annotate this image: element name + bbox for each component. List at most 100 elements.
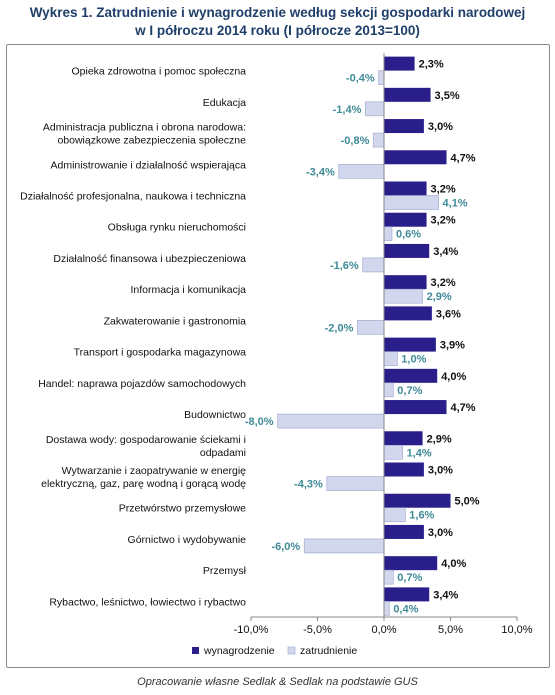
- data-label-zatrudnienie: 1,0%: [401, 354, 426, 366]
- category-label: Administrowanie i działalność wspierając…: [50, 159, 246, 171]
- data-label-zatrudnienie: -4,3%: [294, 479, 323, 491]
- data-label-wynagrodzenie: 4,7%: [451, 152, 476, 164]
- bar-wynagrodzenie: [384, 337, 436, 352]
- data-label-wynagrodzenie: 2,3%: [419, 59, 444, 71]
- data-label-wynagrodzenie: 3,2%: [431, 184, 456, 196]
- data-label-wynagrodzenie: 3,0%: [428, 527, 453, 539]
- category-label: Wytwarzanie i zaopatrywanie w energię: [62, 465, 246, 477]
- bar-zatrudnienie: [357, 320, 385, 335]
- bar-wynagrodzenie: [384, 587, 430, 602]
- category-label: Informacja i komunikacja: [130, 284, 246, 296]
- x-tick-label: -5,0%: [303, 624, 332, 636]
- chart-frame: [6, 44, 550, 668]
- data-label-wynagrodzenie: 3,2%: [431, 277, 456, 289]
- data-label-zatrudnienie: 0,4%: [393, 603, 418, 615]
- bar-wynagrodzenie: [384, 56, 415, 71]
- bar-zatrudnienie: [383, 569, 394, 585]
- category-label: Edukacja: [203, 97, 246, 109]
- data-label-zatrudnienie: -2,0%: [325, 322, 354, 334]
- bar-zatrudnienie: [383, 288, 423, 304]
- bar-zatrudnienie: [373, 132, 385, 148]
- bar-wynagrodzenie: [384, 556, 438, 571]
- bar-wynagrodzenie: [384, 462, 424, 477]
- category-label: Działalność finansowa i ubezpieczeniowa: [53, 253, 246, 265]
- bar-zatrudnienie: [338, 163, 385, 179]
- category-label: Działalność profesjonalna, naukowa i tec…: [20, 191, 246, 203]
- bar-wynagrodzenie: [384, 306, 432, 321]
- data-label-wynagrodzenie: 3,4%: [433, 589, 458, 601]
- data-label-zatrudnienie: 0,7%: [397, 572, 422, 584]
- data-label-zatrudnienie: -1,4%: [333, 104, 362, 116]
- source-note: Opracowanie własne Sedlak & Sedlak na po…: [137, 676, 418, 688]
- data-label-zatrudnienie: 1,4%: [407, 447, 432, 459]
- data-label-wynagrodzenie: 5,0%: [455, 496, 480, 508]
- bar-wynagrodzenie: [384, 493, 451, 508]
- x-tick-label: 10,0%: [501, 624, 532, 636]
- bar-zatrudnienie: [383, 226, 393, 242]
- data-label-zatrudnienie: 1,6%: [409, 510, 434, 522]
- category-label: elektryczną, gaz, parę wodną i gorącą wo…: [41, 478, 246, 490]
- category-label: Handel: naprawa pojazdów samochodowych: [38, 378, 246, 390]
- category-label: odpadami: [200, 447, 246, 459]
- legend-swatch-zatrudnienie: [287, 646, 296, 655]
- data-label-wynagrodzenie: 3,4%: [433, 246, 458, 258]
- chart-title-line-2: w I półroczu 2014 roku (I półrocze 2013=…: [135, 23, 420, 38]
- data-label-wynagrodzenie: 4,0%: [441, 371, 466, 383]
- bar-zatrudnienie: [277, 413, 385, 429]
- data-label-zatrudnienie: -3,4%: [306, 166, 335, 178]
- bar-wynagrodzenie: [384, 119, 424, 134]
- data-label-wynagrodzenie: 2,9%: [427, 433, 452, 445]
- data-label-wynagrodzenie: 3,5%: [435, 90, 460, 102]
- legend-label-zatrudnienie: zatrudnienie: [300, 645, 357, 657]
- chart-title-line-1: Wykres 1. Zatrudnienie i wynagrodzenie w…: [29, 5, 526, 20]
- bar-wynagrodzenie: [384, 431, 423, 446]
- chart-title: Wykres 1. Zatrudnienie i wynagrodzenie w…: [0, 4, 555, 40]
- category-label: Rybactwo, leśnictwo, łowiectwo i rybactw…: [49, 596, 246, 608]
- bar-wynagrodzenie: [384, 400, 447, 415]
- bar-zatrudnienie: [383, 444, 403, 460]
- data-label-zatrudnienie: -0,8%: [341, 135, 370, 147]
- bar-wynagrodzenie: [384, 150, 447, 165]
- legend-label-wynagrodzenie: wynagrodzenie: [203, 645, 275, 657]
- data-label-wynagrodzenie: 4,0%: [441, 558, 466, 570]
- bar-zatrudnienie: [362, 257, 385, 273]
- data-label-zatrudnienie: 2,9%: [427, 291, 452, 303]
- legend-swatch-wynagrodzenie: [192, 647, 199, 654]
- bar-wynagrodzenie: [384, 243, 430, 258]
- category-label: Transport i gospodarka magazynowa: [74, 347, 247, 359]
- category-label: Dostawa wody: gospodarowanie ściekami i: [46, 434, 246, 446]
- category-label: Opieka zdrowotna i pomoc społeczna: [71, 66, 246, 78]
- data-label-wynagrodzenie: 3,6%: [436, 308, 461, 320]
- data-label-zatrudnienie: 0,7%: [397, 385, 422, 397]
- x-tick-label: 5,0%: [438, 624, 463, 636]
- bar-zatrudnienie: [365, 101, 385, 117]
- data-label-zatrudnienie: 0,6%: [396, 229, 421, 241]
- bar-wynagrodzenie: [384, 181, 427, 196]
- bar-wynagrodzenie: [384, 275, 427, 290]
- bar-zatrudnienie: [383, 507, 406, 523]
- bar-wynagrodzenie: [384, 212, 427, 227]
- category-label: obowiązkowe zabezpieczenia społeczne: [57, 135, 246, 147]
- data-label-zatrudnienie: -1,6%: [330, 260, 359, 272]
- bar-zatrudnienie: [378, 70, 385, 85]
- data-label-wynagrodzenie: 3,0%: [428, 121, 453, 133]
- category-label: Zakwaterowanie i gastronomia: [104, 315, 247, 327]
- category-label: Górnictwo i wydobywanie: [128, 534, 247, 546]
- bar-wynagrodzenie: [384, 524, 424, 539]
- category-label: Przetwórstwo przemysłowe: [119, 503, 246, 515]
- category-label: Administracja publiczna i obrona narodow…: [43, 122, 246, 134]
- data-label-wynagrodzenie: 3,0%: [428, 465, 453, 477]
- bar-zatrudnienie: [383, 195, 439, 210]
- data-label-wynagrodzenie: 3,2%: [431, 215, 456, 227]
- category-label: Budownictwo: [184, 409, 246, 421]
- bar-zatrudnienie: [383, 601, 390, 616]
- data-label-zatrudnienie: 4,1%: [443, 198, 468, 210]
- bar-zatrudnienie: [383, 351, 398, 366]
- bar-wynagrodzenie: [384, 87, 431, 102]
- data-label-wynagrodzenie: 3,9%: [440, 340, 465, 352]
- data-label-wynagrodzenie: 4,7%: [451, 402, 476, 414]
- bar-zatrudnienie: [326, 476, 385, 491]
- bar-wynagrodzenie: [384, 368, 438, 383]
- data-label-zatrudnienie: -8,0%: [245, 416, 274, 428]
